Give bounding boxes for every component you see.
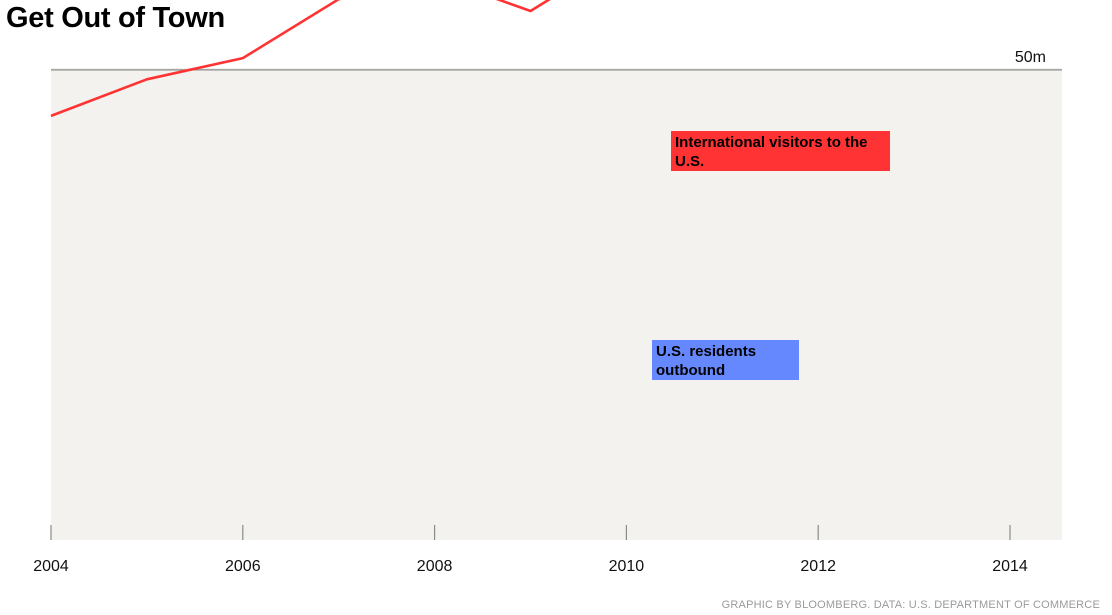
x-tick-label-2014: 2014 xyxy=(992,558,1028,575)
x-tick-label-2004: 2004 xyxy=(33,558,69,575)
chart-title: Get Out of Town xyxy=(6,2,225,34)
x-tick-label-2012: 2012 xyxy=(800,558,836,575)
series-lines xyxy=(50,0,551,118)
series-line-international-visitors xyxy=(50,0,551,118)
gridlines xyxy=(51,69,1062,71)
y-tick-labels: 50m60m70m xyxy=(1015,49,1046,66)
series-label-us-residents-outbound: U.S. residents outbound xyxy=(652,340,799,380)
source-note: GRAPHIC BY BLOOMBERG. DATA: U.S. DEPARTM… xyxy=(721,599,1100,611)
series-label-international-visitors: International visitors to the U.S. xyxy=(671,131,890,171)
y-tick-label-50: 50m xyxy=(1015,49,1046,66)
x-tick-label-2006: 2006 xyxy=(225,558,261,575)
x-ticks: 2004 2006 2008 2010 2012 2014 xyxy=(33,525,1028,575)
x-tick-label-2008: 2008 xyxy=(417,558,453,575)
x-tick-label-2010: 2010 xyxy=(609,558,645,575)
plot-background xyxy=(51,68,1062,540)
